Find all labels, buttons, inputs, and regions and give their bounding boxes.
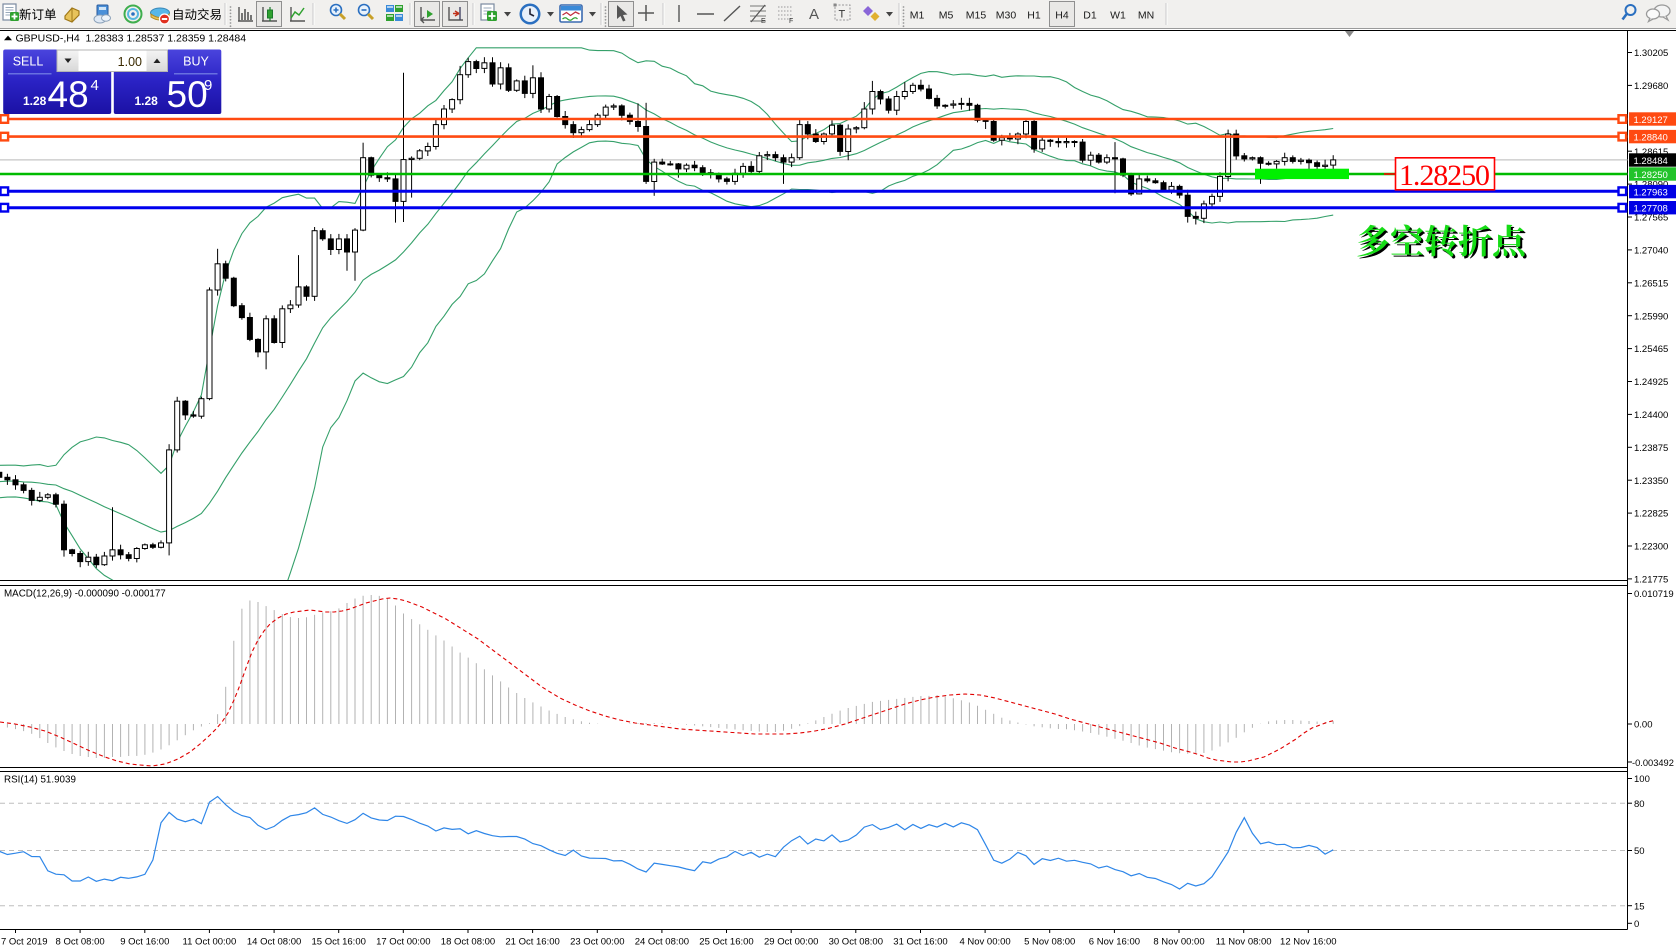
svg-text:29 Oct 00:00: 29 Oct 00:00	[764, 937, 818, 948]
svg-text:30 Oct 08:00: 30 Oct 08:00	[829, 937, 883, 948]
svg-text:1.28: 1.28	[23, 94, 47, 108]
svg-text:8 Nov 00:00: 8 Nov 00:00	[1153, 937, 1204, 948]
svg-text:8 Oct 08:00: 8 Oct 08:00	[56, 937, 105, 948]
svg-text:1.28484: 1.28484	[1634, 156, 1668, 167]
svg-text:H4: H4	[1055, 10, 1069, 22]
svg-text:0.00: 0.00	[1634, 720, 1653, 731]
svg-text:1.30205: 1.30205	[1634, 48, 1668, 59]
svg-text:48: 48	[48, 74, 89, 115]
svg-text:9 Oct 16:00: 9 Oct 16:00	[120, 937, 169, 948]
svg-text:24 Oct 08:00: 24 Oct 08:00	[635, 937, 689, 948]
svg-text:9: 9	[204, 77, 212, 94]
svg-text:1.25465: 1.25465	[1634, 344, 1668, 355]
svg-text:1.29127: 1.29127	[1634, 115, 1668, 126]
svg-text:1.23350: 1.23350	[1634, 476, 1668, 487]
svg-text:1.28: 1.28	[135, 94, 159, 108]
svg-text:1.22300: 1.22300	[1634, 542, 1668, 553]
svg-text:1.27040: 1.27040	[1634, 246, 1668, 257]
svg-text:W1: W1	[1110, 10, 1126, 22]
svg-text:4 Nov 00:00: 4 Nov 00:00	[959, 937, 1010, 948]
svg-text:100: 100	[1634, 774, 1650, 785]
svg-text:1.00: 1.00	[118, 55, 142, 69]
svg-text:11 Nov 08:00: 11 Nov 08:00	[1216, 937, 1272, 948]
svg-text:1.28250: 1.28250	[1634, 170, 1668, 181]
svg-text:1.25990: 1.25990	[1634, 311, 1668, 322]
svg-text:1.21775: 1.21775	[1634, 575, 1668, 586]
svg-text:0.010719: 0.010719	[1634, 589, 1674, 600]
svg-text:1.23875: 1.23875	[1634, 443, 1668, 454]
svg-text:GBPUSD-,H4 1.28383 1.28537 1.: GBPUSD-,H4 1.28383 1.28537 1.28359 1.284…	[16, 33, 247, 45]
svg-text:D1: D1	[1083, 10, 1097, 22]
svg-text:M1: M1	[910, 10, 925, 22]
svg-text:1.27708: 1.27708	[1634, 204, 1668, 215]
svg-text:BUY: BUY	[183, 55, 209, 69]
svg-text:5 Nov 08:00: 5 Nov 08:00	[1024, 937, 1075, 948]
svg-text:15: 15	[1634, 901, 1645, 912]
svg-text:1.29680: 1.29680	[1634, 81, 1668, 92]
svg-text:M15: M15	[966, 10, 987, 22]
svg-text:25 Oct 16:00: 25 Oct 16:00	[699, 937, 753, 948]
svg-text:23 Oct 00:00: 23 Oct 00:00	[570, 937, 624, 948]
svg-text:1.24925: 1.24925	[1634, 377, 1668, 388]
svg-text:RSI(14) 51.9039: RSI(14) 51.9039	[4, 775, 76, 786]
svg-text:E: E	[761, 18, 766, 25]
svg-text:7 Oct 2019: 7 Oct 2019	[1, 937, 47, 948]
svg-text:1.28250: 1.28250	[1399, 159, 1490, 192]
svg-text:1.28840: 1.28840	[1634, 132, 1668, 143]
svg-text:1.24400: 1.24400	[1634, 410, 1668, 421]
svg-text:1.28615: 1.28615	[1634, 147, 1668, 158]
svg-text:17 Oct 00:00: 17 Oct 00:00	[376, 937, 430, 948]
svg-text:6 Nov 16:00: 6 Nov 16:00	[1089, 937, 1140, 948]
svg-text:80: 80	[1634, 799, 1645, 810]
svg-text:1.27565: 1.27565	[1634, 213, 1668, 224]
svg-text:H1: H1	[1027, 10, 1041, 22]
svg-text:11 Oct 00:00: 11 Oct 00:00	[183, 937, 237, 948]
svg-text:15 Oct 16:00: 15 Oct 16:00	[311, 937, 365, 948]
svg-text:1.22825: 1.22825	[1634, 509, 1668, 520]
svg-text:M5: M5	[939, 10, 954, 22]
svg-text:12 Nov 16:00: 12 Nov 16:00	[1280, 937, 1337, 948]
svg-text:31 Oct 16:00: 31 Oct 16:00	[893, 937, 947, 948]
svg-text:MACD(12,26,9) -0.000090 -0.000: MACD(12,26,9) -0.000090 -0.000177	[4, 589, 166, 600]
svg-text:0: 0	[1634, 919, 1639, 930]
svg-text:18 Oct 08:00: 18 Oct 08:00	[441, 937, 495, 948]
svg-text:F: F	[789, 18, 793, 25]
svg-text:MN: MN	[1138, 10, 1154, 22]
svg-text:21 Oct 16:00: 21 Oct 16:00	[505, 937, 559, 948]
svg-text:-0.003492: -0.003492	[1632, 758, 1674, 768]
svg-text:50: 50	[167, 74, 208, 115]
svg-text:SELL: SELL	[13, 55, 44, 69]
svg-text:14 Oct 08:00: 14 Oct 08:00	[247, 937, 301, 948]
svg-text:1.26515: 1.26515	[1634, 278, 1668, 289]
svg-text:4: 4	[91, 77, 99, 94]
svg-text:T: T	[839, 9, 846, 21]
svg-text:50: 50	[1634, 846, 1645, 857]
svg-text:A: A	[809, 6, 819, 23]
svg-text:M30: M30	[996, 10, 1017, 22]
svg-text:1.27963: 1.27963	[1634, 187, 1668, 198]
